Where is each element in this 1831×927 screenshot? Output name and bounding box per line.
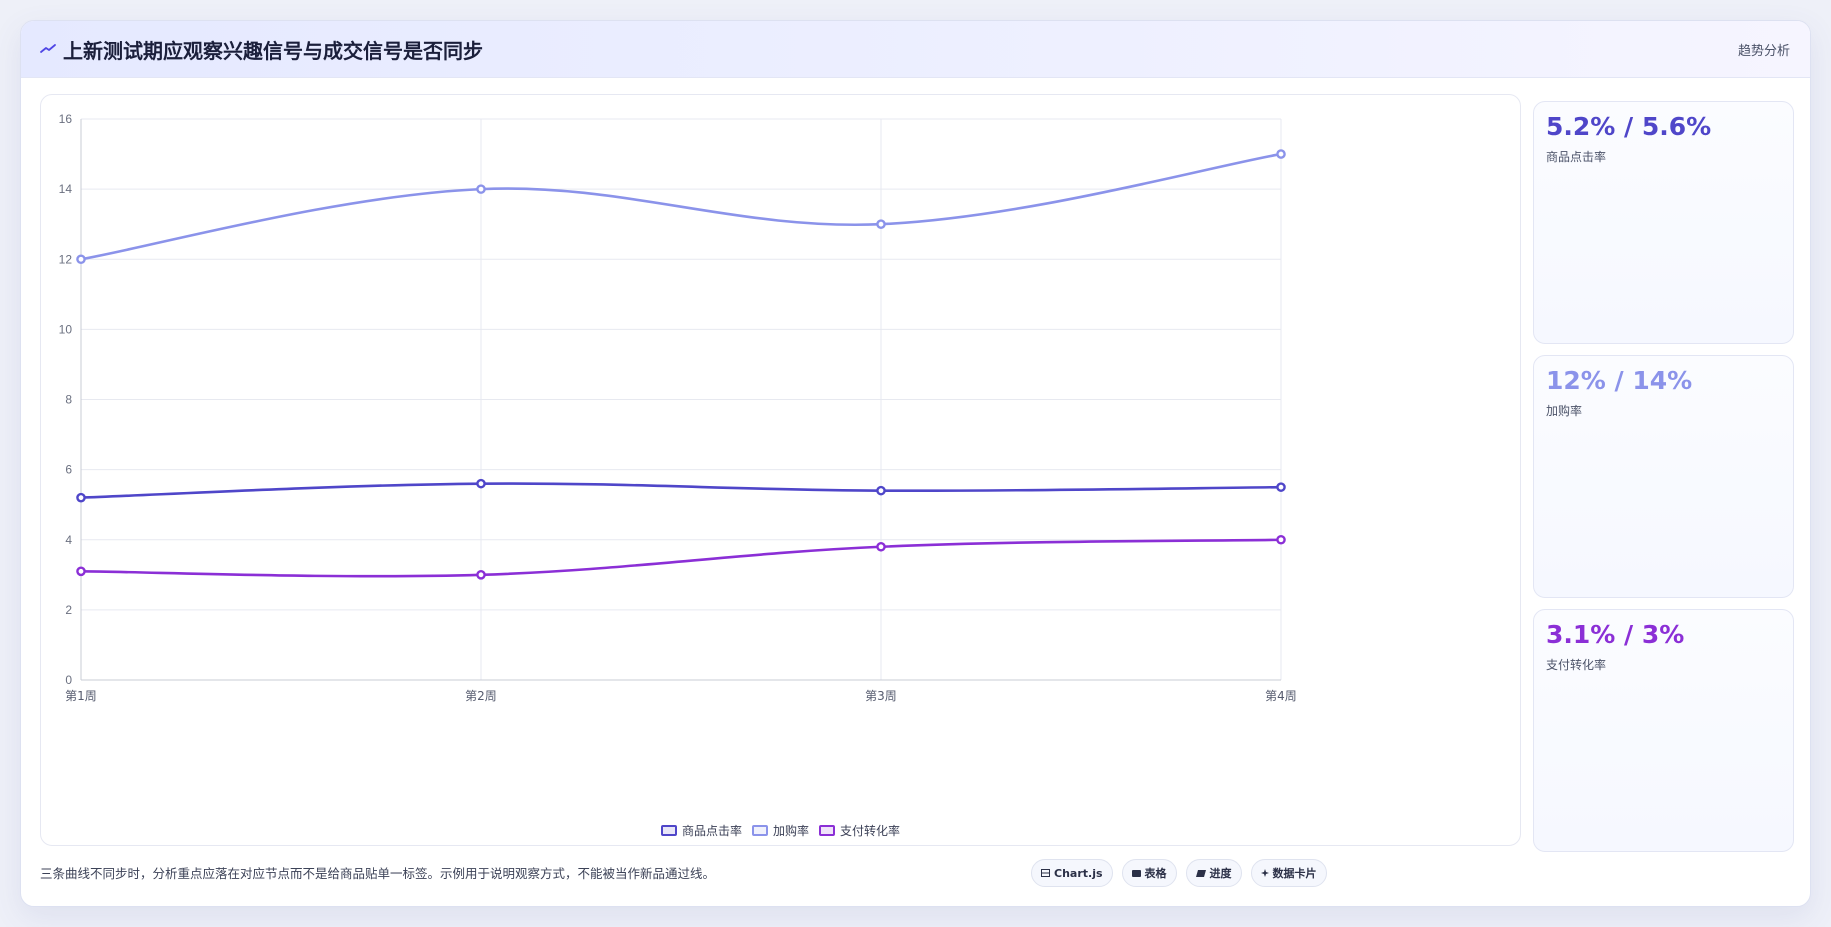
y-tick-label: 4 [65, 533, 72, 547]
pill-label: 进度 [1209, 867, 1232, 880]
pill-data-card[interactable]: 数据卡片 [1250, 859, 1327, 887]
legend-swatch [660, 825, 677, 836]
kpi-value: 12% / 14% [1546, 366, 1693, 395]
data-point [876, 485, 886, 496]
kpi-value: 3.1% / 3% [1546, 620, 1685, 649]
pill-label: 数据卡片 [1272, 867, 1317, 880]
data-point [1276, 534, 1286, 545]
series-line [79, 482, 1283, 499]
legend-label: 商品点击率 [681, 824, 742, 838]
trend-line-icon [40, 44, 56, 53]
y-tick-label: 12 [59, 252, 73, 266]
legend-label: 支付转化率 [840, 824, 901, 838]
line-chart: 0 2 4 6 8 10 12 14 16 第1周 第2周 第3周 第4周 [59, 112, 1297, 703]
line-chart-card: 0 2 4 6 8 10 12 14 16 第1周 第2周 第3周 第4周 商品点击率 加购率 支付转化率 [40, 94, 1521, 846]
data-point [76, 254, 86, 265]
data-point [476, 570, 486, 580]
kpi-label: 商品点击率 [1546, 150, 1607, 164]
y-tick-label: 14 [59, 182, 73, 196]
legend-swatch [751, 825, 768, 836]
y-tick-label: 16 [59, 112, 73, 126]
pill-label: 表格 [1144, 867, 1167, 880]
kpi-card-pay-rate: 3.1% / 3% 支付转化率 [1533, 609, 1794, 852]
progress-icon [1195, 869, 1206, 877]
x-tick-label: 第3周 [865, 689, 897, 703]
footer-note: 三条曲线不同步时，分析重点应落在对应节点而不是给商品贴单一标签。示例用于说明观察… [40, 866, 716, 881]
data-point [1276, 149, 1286, 159]
kpi-label: 加购率 [1546, 404, 1583, 418]
data-point [876, 541, 886, 552]
kpi-card-cart-rate: 12% / 14% 加购率 [1533, 355, 1794, 598]
data-point [76, 566, 86, 577]
data-point [1276, 482, 1286, 492]
kpi-value: 5.2% / 5.6% [1546, 112, 1712, 141]
series-line [79, 538, 1283, 578]
page-title: 上新测试期应观察兴趣信号与成交信号是否同步 [63, 39, 483, 63]
table-icon [1131, 869, 1141, 877]
sparkle-icon [1260, 869, 1269, 877]
panel-header: 上新测试期应观察兴趣信号与成交信号是否同步 趋势分析 [21, 21, 1810, 78]
chart-panel: 上新测试期应观察兴趣信号与成交信号是否同步 趋势分析 0 2 4 6 8 10 12 14 16… [20, 20, 1811, 907]
chart-legend: 商品点击率 加购率 支付转化率 [41, 822, 1520, 839]
pill-label: Chart.js [1054, 866, 1103, 880]
y-tick-label: 8 [65, 393, 72, 407]
legend-item[interactable]: 商品点击率 [660, 822, 742, 839]
trend-analysis-link[interactable]: 趋势分析 [1737, 44, 1790, 59]
x-tick-label: 第4周 [1265, 689, 1297, 703]
chart-icon [1041, 869, 1050, 877]
x-tick-label: 第2周 [465, 689, 497, 703]
pill-table[interactable]: 表格 [1121, 859, 1177, 887]
legend-swatch [819, 825, 835, 836]
series-line [79, 152, 1283, 261]
legend-label: 加购率 [772, 824, 809, 838]
y-tick-label: 10 [59, 322, 73, 336]
view-pills: Chart.js 表格 进度 数据卡片 [1031, 859, 1327, 887]
x-tick-label: 第1周 [65, 689, 97, 703]
y-tick-label: 0 [65, 673, 72, 687]
kpi-card-click-rate: 5.2% / 5.6% 商品点击率 [1533, 101, 1794, 344]
y-tick-label: 2 [65, 603, 72, 617]
legend-item[interactable]: 支付转化率 [819, 822, 900, 839]
data-point [476, 184, 486, 194]
kpi-label: 支付转化率 [1546, 658, 1607, 672]
data-point [876, 219, 886, 229]
pill-progress[interactable]: 进度 [1185, 859, 1242, 887]
data-point [76, 492, 86, 503]
pill-chartjs[interactable]: Chart.js [1031, 859, 1113, 887]
legend-item[interactable]: 加购率 [751, 822, 809, 839]
y-tick-label: 6 [65, 463, 72, 477]
data-point [476, 478, 486, 489]
